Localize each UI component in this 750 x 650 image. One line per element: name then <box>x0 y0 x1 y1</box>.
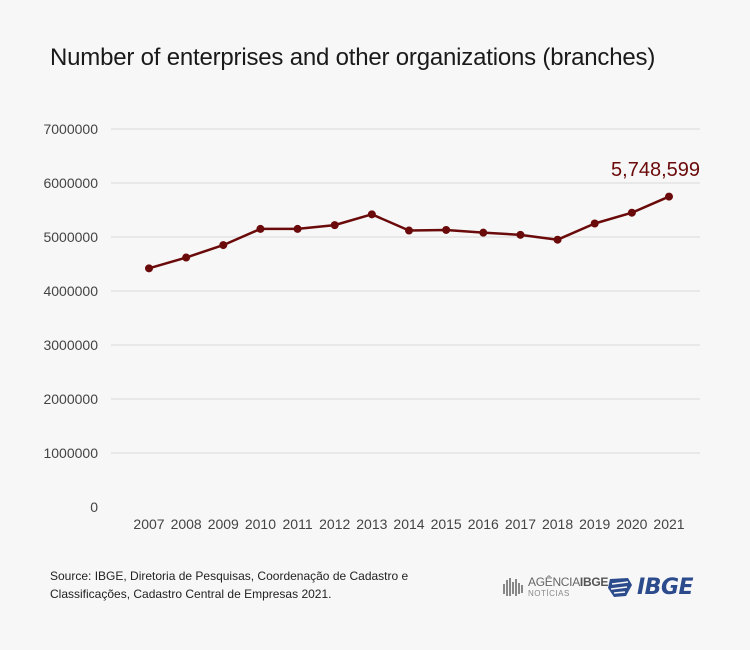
x-tick-label: 2012 <box>319 516 350 532</box>
y-tick-label: 1000000 <box>43 445 98 461</box>
agencia-subtitle: NOTÍCIAS <box>528 589 570 598</box>
data-point <box>553 235 562 244</box>
data-point <box>293 224 302 233</box>
agencia-bars-icon <box>503 578 523 596</box>
data-point <box>367 210 376 219</box>
x-tick-label: 2015 <box>431 516 462 532</box>
y-tick-label: 0 <box>90 499 98 515</box>
x-tick-label: 2010 <box>245 516 276 532</box>
ibge-logo-text: IBGE <box>637 574 694 600</box>
data-point <box>627 208 636 217</box>
y-tick-label: 4000000 <box>43 283 98 299</box>
y-tick-label: 2000000 <box>43 391 98 407</box>
data-point <box>442 225 451 234</box>
x-tick-label: 2016 <box>468 516 499 532</box>
data-point <box>479 228 488 237</box>
y-tick-label: 6000000 <box>43 175 98 191</box>
x-tick-label: 2009 <box>208 516 239 532</box>
y-axis-ticks: 0 1000000 2000000 3000000 4000000 5000000 6000… <box>43 121 98 515</box>
ibge-map-icon <box>608 578 632 597</box>
x-axis-ticks: 2007 2008 2009 2010 2011 2012 2013 2014 2015 2016… <box>133 516 684 532</box>
line-chart: 0 1000000 2000000 3000000 4000000 5000000 6000… <box>43 121 700 532</box>
x-tick-label: 2021 <box>653 516 684 532</box>
chart-title: Number of enterprises and other organiza… <box>50 44 656 71</box>
data-point <box>182 253 191 262</box>
x-tick-label: 2013 <box>356 516 387 532</box>
source-note: Source: IBGE, Diretoria de Pesquisas, Co… <box>50 569 409 601</box>
x-tick-label: 2011 <box>283 516 313 532</box>
data-point <box>256 224 265 233</box>
annotation-group: 5,748,599 <box>611 159 700 181</box>
data-point <box>219 241 228 250</box>
data-point <box>665 192 673 201</box>
y-tick-label: 7000000 <box>43 121 98 137</box>
agencia-brand: IBGE <box>579 575 609 589</box>
agencia-name: AGÊNCIA <box>528 575 580 589</box>
agencia-ibge-logo: AGÊNCIAIBGE NOTÍCIAS <box>502 574 608 600</box>
y-tick-label: 3000000 <box>43 337 98 353</box>
data-point <box>330 221 339 230</box>
data-point <box>516 230 525 239</box>
x-tick-label: 2008 <box>171 516 202 532</box>
data-point <box>145 264 153 273</box>
ibge-logo: IBGE <box>606 574 694 600</box>
data-point <box>590 219 599 228</box>
x-tick-label: 2007 <box>133 516 164 532</box>
value-annotation: 5,748,599 <box>611 159 700 181</box>
x-tick-label: 2020 <box>616 516 647 532</box>
y-tick-label: 5000000 <box>43 229 98 245</box>
grid-lines <box>111 128 700 454</box>
x-tick-label: 2017 <box>505 516 536 532</box>
x-tick-label: 2014 <box>393 516 424 532</box>
x-tick-label: 2018 <box>542 516 573 532</box>
x-tick-label: 2019 <box>579 516 610 532</box>
data-point <box>405 226 413 235</box>
data-points <box>145 192 673 273</box>
